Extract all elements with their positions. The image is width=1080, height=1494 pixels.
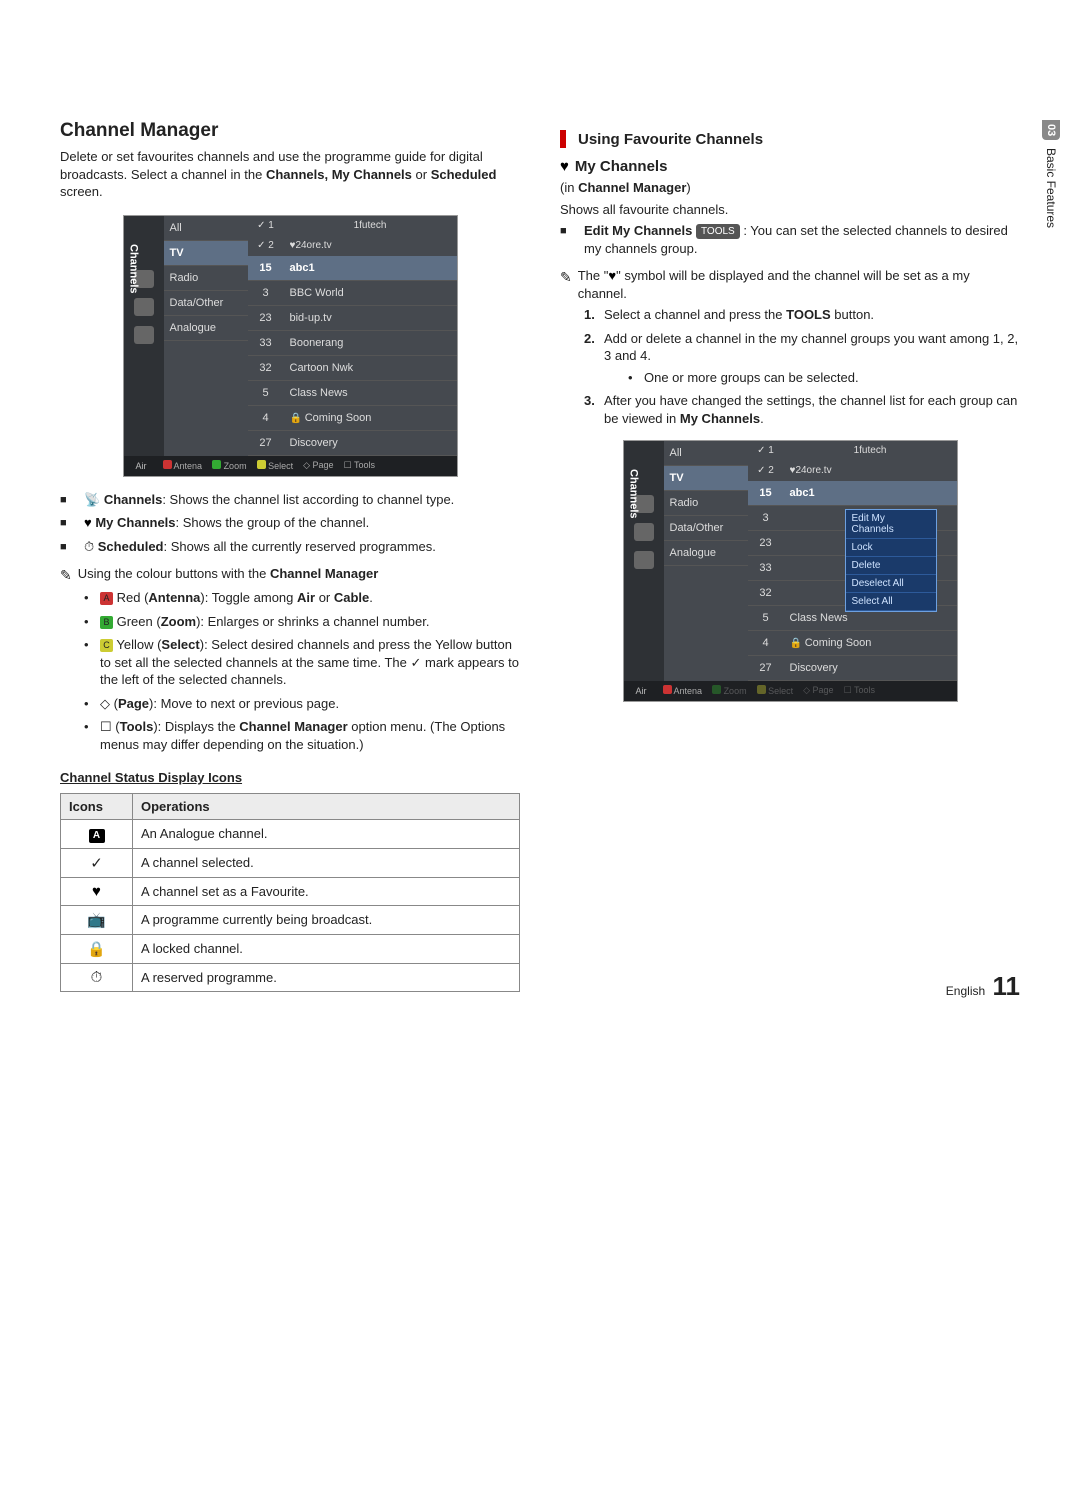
in-channel-manager: (in Channel Manager) — [560, 179, 1020, 197]
note-icon: ✎ — [60, 566, 72, 585]
edit-list: Edit My Channels TOOLS : You can set the… — [560, 222, 1020, 257]
page-side-tab: 03 Basic Features — [1042, 120, 1060, 228]
my-channels-screenshot: Channels All TV Radio Data/Other Analogu… — [623, 440, 958, 702]
note-icon: ✎ — [560, 268, 572, 302]
yellow-button-desc: C Yellow (Select): Select desired channe… — [84, 636, 520, 689]
step-2: 2.Add or delete a channel in the my chan… — [584, 330, 1020, 387]
clock-icon — [134, 326, 154, 344]
def-channels: 📡 Channels: Shows the channel list accor… — [60, 491, 520, 509]
reserved-icon: ⏱ — [61, 963, 133, 991]
tools-badge: TOOLS — [696, 224, 740, 240]
step-1: 1.Select a channel and press the TOOLS b… — [584, 306, 1020, 324]
channel-manager-screenshot: Channels All TV Radio Data/Other Analogu… — [123, 215, 458, 477]
section-title: Channel Manager — [60, 120, 520, 142]
broadcast-icon: 📺 — [61, 905, 133, 934]
edit-my-channels: Edit My Channels TOOLS : You can set the… — [560, 222, 1020, 257]
lock-icon: 🔒 — [61, 934, 133, 963]
section-label: Basic Features — [1044, 148, 1058, 228]
section-number: 03 — [1042, 120, 1060, 140]
subsection-title: Using Favourite Channels — [560, 130, 1020, 148]
colour-buttons-note: ✎ Using the colour buttons with the Chan… — [60, 565, 520, 585]
page-footer: English 11 — [946, 971, 1020, 1002]
analogue-icon: A — [89, 829, 105, 843]
check-icon: ✓ — [61, 848, 133, 877]
clock-icon — [634, 551, 654, 569]
steps-list: 1.Select a channel and press the TOOLS b… — [584, 306, 1020, 427]
heart-icon — [134, 298, 154, 316]
def-my-channels: ♥ My Channels: Shows the group of the ch… — [60, 514, 520, 532]
my-channels-title: ♥ My Channels — [560, 158, 1020, 175]
tools-button-desc: ☐ (Tools): Displays the Channel Manager … — [84, 718, 520, 753]
green-badge: B — [100, 616, 113, 629]
step-3: 3.After you have changed the settings, t… — [584, 392, 1020, 427]
left-column: Channel Manager Delete or set favourites… — [60, 120, 520, 992]
intro-text: Delete or set favourites channels and us… — [60, 148, 520, 201]
page-button-desc: ◇ (Page): Move to next or previous page. — [84, 695, 520, 713]
right-column: Using Favourite Channels ♥ My Channels (… — [560, 120, 1020, 992]
heart-symbol-note: ✎ The "♥" symbol will be displayed and t… — [560, 267, 1020, 302]
icon-status-table: Icons Operations AAn Analogue channel. ✓… — [60, 793, 520, 992]
page-number: 11 — [993, 971, 1021, 1001]
definition-list: 📡 Channels: Shows the channel list accor… — [60, 491, 520, 556]
red-button-desc: A Red (Antenna): Toggle among Air or Cab… — [84, 589, 520, 607]
tools-popup-menu: Edit My Channels Lock Delete Deselect Al… — [845, 509, 937, 612]
colour-button-list: A Red (Antenna): Toggle among Air or Cab… — [84, 589, 520, 753]
step-2-sub: One or more groups can be selected. — [628, 369, 1020, 387]
heart-icon — [634, 523, 654, 541]
green-button-desc: B Green (Zoom): Enlarges or shrinks a ch… — [84, 613, 520, 631]
col-icons: Icons — [61, 793, 133, 819]
yellow-badge: C — [100, 639, 113, 652]
def-scheduled: ⏱ Scheduled: Shows all the currently res… — [60, 538, 520, 556]
heart-icon: ♥ — [560, 158, 569, 175]
icon-table-heading: Channel Status Display Icons — [60, 770, 520, 785]
heart-icon: ♥ — [61, 877, 133, 905]
desc-text: Shows all favourite channels. — [560, 201, 1020, 219]
red-badge: A — [100, 592, 113, 605]
col-operations: Operations — [133, 793, 520, 819]
